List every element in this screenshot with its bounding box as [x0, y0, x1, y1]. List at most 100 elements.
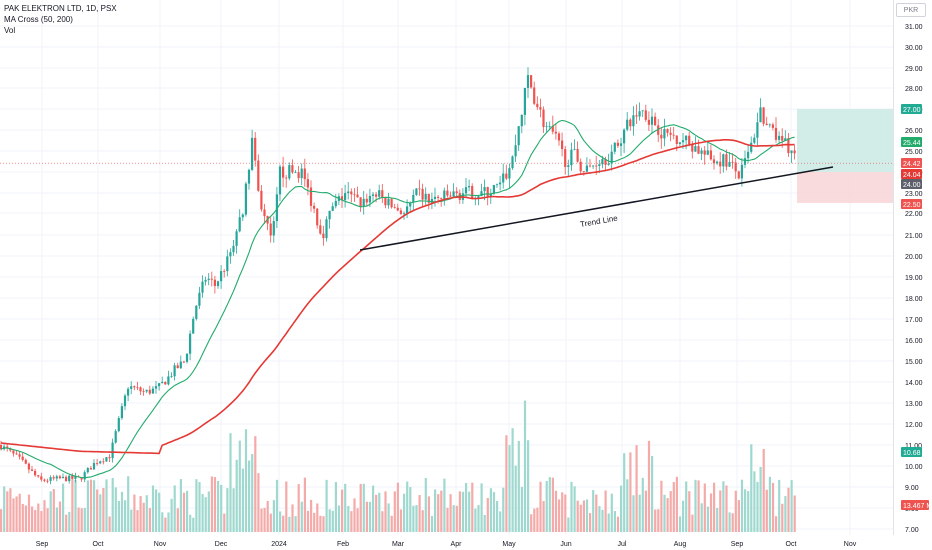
price-tick-label: 23.00	[905, 191, 923, 198]
candle-body	[0, 445, 3, 450]
volume-bar	[65, 514, 68, 532]
candle-body	[638, 111, 641, 117]
volume-bar	[688, 491, 691, 532]
candle-body	[685, 135, 688, 141]
volume-bar	[424, 478, 427, 532]
candle-body	[120, 406, 123, 419]
volume-bar	[471, 482, 474, 532]
candle-body	[495, 184, 499, 186]
volume-bar	[266, 500, 269, 532]
volume-bar	[34, 509, 37, 532]
volume-bar	[322, 516, 325, 532]
volume-bar	[570, 481, 573, 532]
volume-bar	[337, 505, 341, 532]
volume-bar	[399, 509, 403, 532]
volume-bar	[511, 428, 514, 532]
price-label-text: 25.44	[903, 140, 921, 147]
volume-bar	[582, 500, 585, 532]
volume-bar	[139, 496, 142, 532]
candle-body	[712, 159, 716, 164]
price-tick-label: 18.00	[905, 296, 923, 303]
ma50-line	[0, 119, 795, 479]
candle-body	[613, 142, 616, 152]
candle-body	[576, 148, 579, 162]
candle-body	[725, 154, 728, 167]
volume-bar	[356, 508, 359, 532]
candle-body	[55, 476, 58, 479]
volume-bar	[523, 400, 527, 532]
price-tick-label: 9.00	[905, 485, 919, 492]
volume-bar	[657, 509, 660, 532]
volume-bar	[731, 513, 734, 532]
candle-body	[9, 448, 12, 451]
time-tick-label: Oct	[93, 541, 104, 548]
volume-bar	[272, 500, 275, 532]
price-label-text: 24.42	[903, 161, 921, 168]
time-tick-label: Apr	[451, 541, 463, 548]
volume-bar	[0, 509, 3, 532]
volume-bar	[759, 467, 762, 532]
volume-bar	[244, 429, 248, 532]
time-tick-label: May	[502, 541, 516, 548]
volume-bar	[9, 488, 12, 532]
volume-bar	[623, 453, 626, 532]
chart-legend: PAK ELEKTRON LTD, 1D, PSX MA Cross (50, …	[4, 3, 117, 36]
candle-body	[244, 183, 247, 215]
volume-bar	[412, 505, 415, 532]
volume-bar	[396, 482, 399, 532]
volume-bar	[561, 492, 564, 532]
candle-body	[657, 125, 660, 135]
symbol-title[interactable]: PAK ELEKTRON LTD, 1D, PSX	[4, 4, 117, 13]
candle-body	[226, 256, 229, 272]
ma-indicator-label[interactable]: MA Cross (50, 200)	[4, 15, 73, 24]
candle-body	[464, 187, 468, 194]
candle-body	[681, 140, 685, 143]
volume-bar	[62, 483, 65, 532]
volume-bar	[558, 499, 561, 532]
volume-bar	[790, 480, 793, 532]
candle-body	[353, 194, 356, 196]
candle-body	[232, 245, 235, 253]
candle-body	[480, 191, 483, 197]
candle-body	[437, 196, 440, 198]
candle-body	[46, 480, 49, 482]
candle-body	[669, 132, 672, 135]
price-tick-label: 31.00	[905, 24, 923, 31]
volume-bar	[223, 513, 226, 532]
stop-zone	[797, 172, 893, 203]
currency-badge[interactable]: PKR	[896, 3, 926, 17]
candle-body	[747, 151, 750, 159]
volume-bar	[27, 494, 31, 532]
volume-bar	[703, 483, 706, 532]
volume-bar	[93, 480, 96, 532]
volume-bar	[486, 497, 489, 532]
candle-body	[176, 365, 179, 369]
candle-body	[27, 463, 30, 470]
candle-body	[722, 154, 725, 167]
volume-bar	[418, 495, 421, 532]
candle-body	[635, 115, 638, 117]
candle-body	[241, 214, 244, 218]
volume-bar	[573, 486, 576, 532]
volume-bar	[83, 508, 86, 532]
volume-bar	[117, 500, 120, 532]
volume-bar	[514, 465, 517, 532]
candle-body	[492, 185, 495, 194]
candle-body	[213, 279, 216, 287]
volume-bar	[709, 493, 713, 532]
volume-bar	[685, 481, 688, 532]
candle-body	[15, 453, 18, 455]
candle-body	[74, 476, 77, 479]
chart-grid	[0, 0, 893, 535]
candle-body	[650, 116, 654, 125]
volume-bar	[220, 484, 223, 532]
candle-body	[331, 206, 334, 211]
candle-body	[629, 119, 632, 127]
volume-bar	[328, 509, 331, 532]
candle-body	[654, 116, 657, 126]
volume-bar	[660, 480, 663, 532]
volume-bar	[254, 436, 257, 532]
volume-indicator-label[interactable]: Vol	[4, 26, 16, 35]
volume-bar	[167, 512, 170, 532]
